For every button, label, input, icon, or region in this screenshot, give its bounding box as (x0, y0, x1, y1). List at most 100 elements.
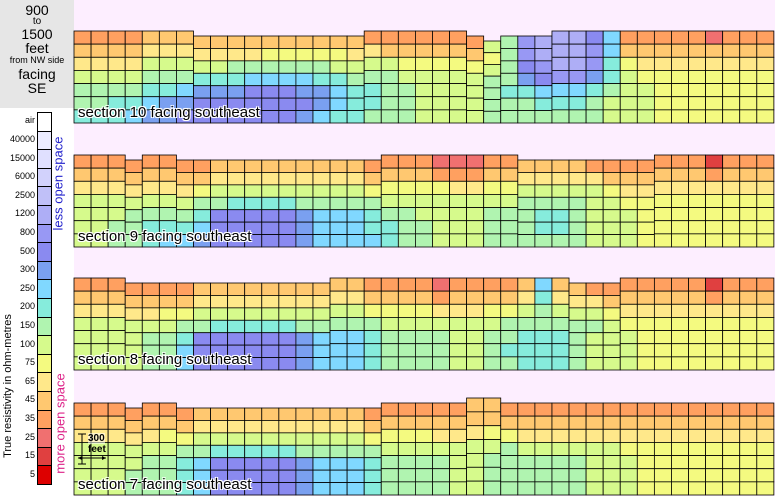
cell-s1-c0-r2 (73, 180, 92, 195)
cell-s0-c7-r0 (193, 35, 211, 49)
cell-s3-c21-r4 (432, 455, 450, 470)
cell-s2-c28-r2 (551, 303, 570, 318)
cell-s3-c25-r3 (500, 442, 519, 456)
cell-s2-c10-r1 (244, 295, 263, 309)
facing-direction: SE (27, 80, 47, 96)
cell-s1-c10-r3 (244, 196, 263, 211)
cell-s2-c22-r5 (449, 343, 468, 358)
cell-s2-c24-r0 (483, 277, 502, 292)
cell-s0-c6-r2 (176, 56, 194, 71)
cell-s0-c39-r1 (739, 43, 758, 58)
cell-s2-c39-r4 (739, 330, 758, 345)
cell-s3-c17-r3 (363, 444, 382, 459)
cell-s0-c12-r6 (278, 110, 297, 124)
cell-s0-c37-r5 (705, 96, 724, 111)
cell-s1-c0-r1 (73, 167, 92, 182)
cell-s2-c30-r1 (585, 295, 604, 309)
cell-s2-c14-r5 (312, 344, 331, 358)
cell-s3-c13-r4 (295, 457, 314, 471)
cell-s0-c0-r1 (73, 43, 92, 58)
cell-s0-c21-r6 (432, 109, 450, 124)
cell-s0-c1-r4 (90, 83, 109, 98)
cell-s0-c6-r1 (176, 43, 194, 58)
cell-s0-c10-r1 (244, 48, 263, 62)
cell-s2-c10-r3 (244, 319, 263, 334)
cell-s2-c17-r5 (363, 343, 382, 358)
cell-s0-c26-r0 (517, 35, 536, 49)
cell-s1-c26-r5 (517, 221, 536, 235)
cell-s0-c19-r6 (397, 109, 416, 124)
cell-s3-c2-r1 (107, 415, 126, 430)
cell-s1-c19-r0 (397, 154, 416, 169)
cell-s3-c9-r4 (227, 457, 246, 471)
cell-s0-c24-r0 (483, 40, 502, 54)
cell-s1-c4-r4 (141, 207, 160, 222)
cell-s1-c39-r6 (739, 233, 758, 248)
cell-s3-c39-r3 (739, 442, 758, 456)
cell-s3-c4-r0 (141, 402, 160, 417)
cell-s2-c31-r6 (602, 357, 621, 371)
cell-s3-c39-r2 (739, 428, 758, 443)
cell-s0-c16-r2 (346, 60, 365, 74)
cell-s3-c31-r6 (602, 481, 621, 496)
cell-s3-c27-r5 (534, 468, 553, 483)
cell-s3-c37-r6 (705, 481, 724, 496)
cell-s1-c35-r4 (671, 207, 689, 222)
cell-s3-c33-r2 (636, 428, 655, 443)
cell-s1-c7-r0 (193, 159, 211, 173)
cell-s1-c7-r2 (193, 184, 211, 198)
cell-s2-c28-r6 (551, 356, 570, 371)
cell-s0-c0-r0 (73, 30, 92, 45)
cell-s3-c14-r4 (312, 457, 331, 471)
cell-s1-c37-r3 (705, 194, 724, 208)
cell-s0-c19-r5 (397, 96, 416, 111)
cell-s2-c13-r2 (295, 307, 314, 321)
cell-s3-c28-r1 (551, 415, 570, 430)
cell-s3-c8-r4 (210, 457, 229, 471)
cell-s3-c19-r0 (397, 402, 416, 417)
cell-s2-c38-r6 (722, 356, 741, 371)
cell-s3-c3-r4 (124, 457, 143, 471)
legend-tick-8: 300 (19, 264, 35, 275)
cell-s3-c4-r4 (141, 455, 160, 470)
cell-s0-c13-r1 (295, 48, 314, 62)
cell-s2-c3-r2 (124, 307, 143, 321)
cell-s0-c0-r3 (73, 70, 92, 84)
cell-s2-c1-r1 (90, 290, 109, 305)
cell-s2-c2-r2 (107, 303, 126, 318)
cell-s1-c20-r3 (414, 194, 433, 208)
scale-bar: 300 feet (76, 432, 114, 466)
cell-s1-c31-r5 (602, 221, 621, 235)
cell-s1-c15-r0 (329, 159, 348, 173)
section-2-grid (73, 277, 775, 371)
cell-s1-c21-r3 (432, 194, 450, 208)
cell-s1-c33-r3 (636, 196, 655, 211)
cell-s1-c30-r0 (585, 159, 604, 173)
cell-s1-c24-r6 (483, 233, 502, 248)
cell-s3-c30-r3 (585, 442, 604, 456)
cell-s2-c30-r0 (585, 282, 604, 296)
cell-s2-c23-r2 (466, 303, 485, 318)
cell-s0-c14-r4 (312, 85, 331, 99)
legend-tick-9: 250 (19, 282, 35, 293)
cell-s2-c37-r6 (705, 356, 724, 371)
cell-s2-c32-r4 (619, 330, 638, 345)
cell-s3-c37-r1 (705, 415, 724, 430)
cell-s2-c6-r4 (176, 332, 194, 346)
cell-s2-c16-r4 (346, 330, 365, 345)
cell-s2-c6-r2 (176, 307, 194, 321)
cell-s0-c36-r1 (688, 43, 706, 58)
cell-s2-c4-r0 (141, 282, 160, 296)
legend-tick-14: 65 (24, 375, 35, 386)
cell-s3-c15-r0 (329, 407, 348, 421)
cell-s1-c9-r2 (227, 184, 246, 198)
cell-s1-c38-r5 (722, 220, 741, 235)
cell-s2-c35-r1 (671, 290, 689, 305)
cell-s0-c8-r2 (210, 60, 229, 74)
cell-s0-c40-r0 (756, 30, 775, 45)
cell-s1-c31-r6 (602, 234, 621, 248)
cell-s0-c5-r0 (158, 30, 177, 45)
cell-s0-c34-r0 (653, 30, 672, 45)
cell-s1-c15-r1 (329, 172, 348, 186)
cell-s2-c38-r2 (722, 303, 741, 318)
